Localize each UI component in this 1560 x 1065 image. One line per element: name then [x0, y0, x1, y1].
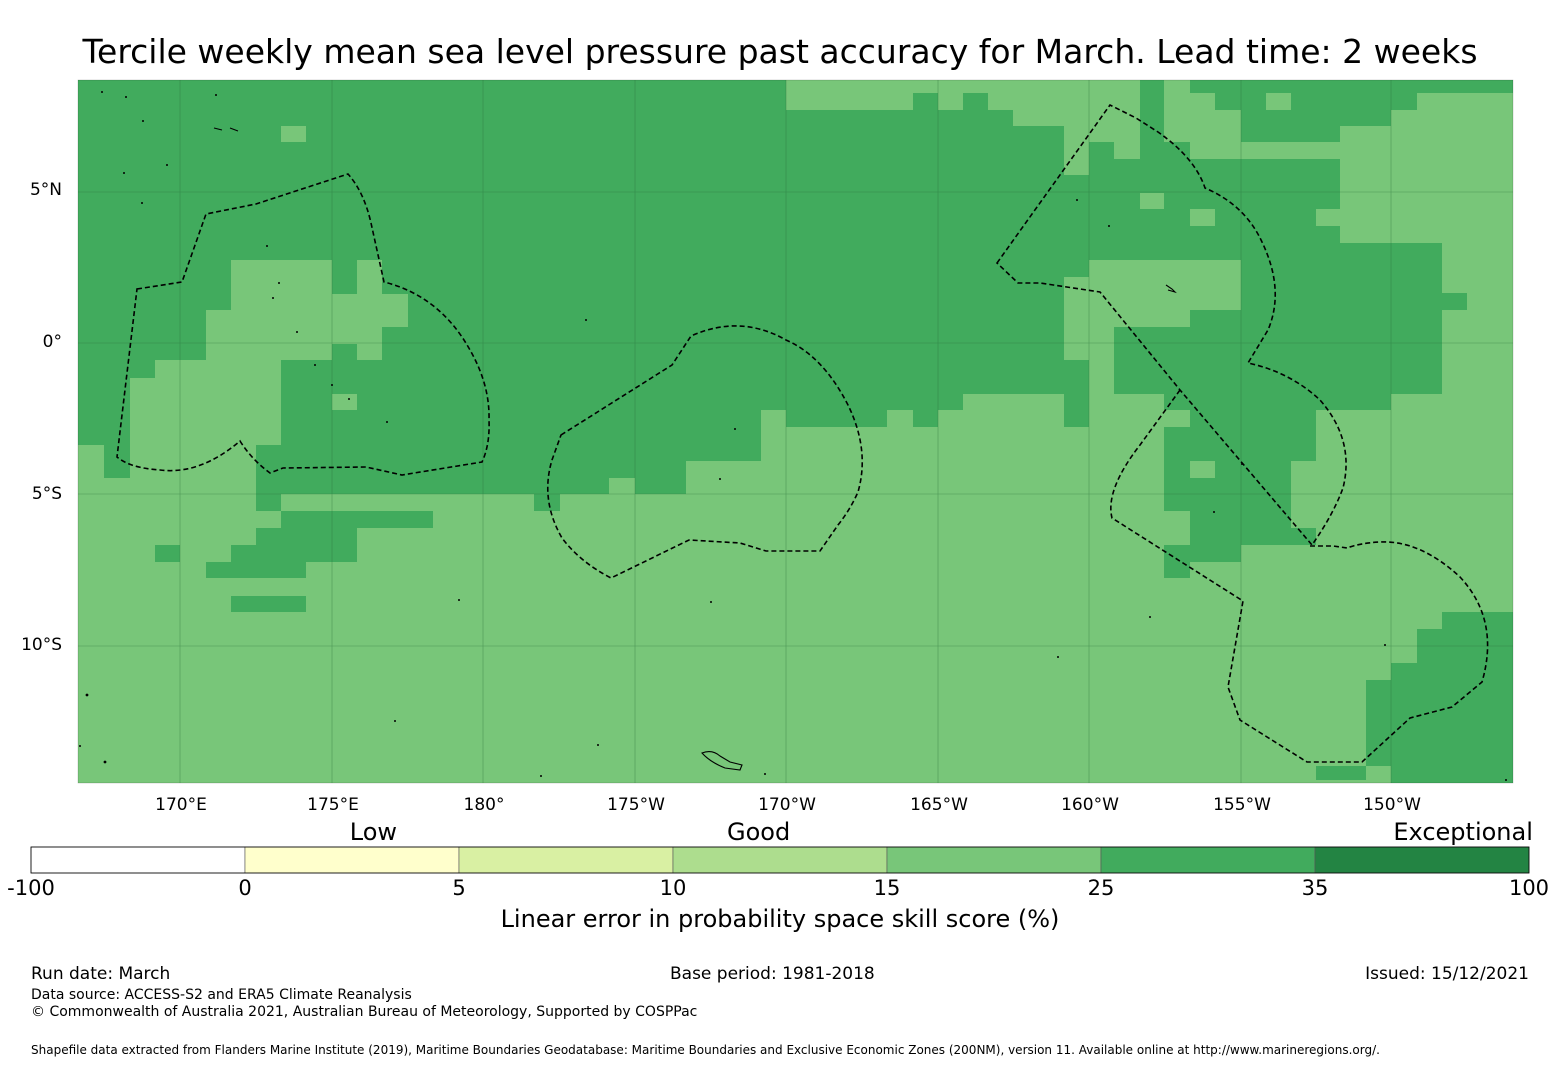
eez-boundary-tuvalu — [116, 173, 490, 476]
skill-region-25-35-southwest — [155, 511, 433, 612]
colorbar-category-low: Low — [349, 818, 398, 846]
colorbar-segment — [1314, 846, 1530, 874]
colorbar-tick: 35 — [1301, 876, 1329, 900]
eez-boundary-kiribati — [995, 103, 1347, 547]
skill-region-25-35-southeast — [1316, 612, 1513, 783]
colorbar-frame — [30, 846, 1530, 874]
lon-label-170w: 170°W — [758, 795, 816, 815]
colorbar-segment — [30, 846, 246, 874]
island-samoa — [701, 750, 743, 771]
eez-boundary-phoenix — [1110, 389, 1489, 763]
colorbar-tick: 25 — [1087, 876, 1115, 900]
skill-region-25-35-main — [78, 80, 1467, 511]
colorbar-tick: 0 — [238, 876, 252, 900]
colorbar — [30, 846, 1530, 874]
chart-title: Tercile weekly mean sea level pressure p… — [82, 32, 1478, 71]
colorbar-segment — [244, 846, 460, 874]
island-group-tuvalu-north — [213, 127, 239, 132]
run-date: Run date: March — [31, 964, 171, 984]
data-source: Data source: ACCESS-S2 and ERA5 Climate … — [31, 987, 412, 1003]
lat-label-5s: 5°S — [31, 484, 62, 504]
colorbar-segment — [458, 846, 674, 874]
shapefile-attribution: Shapefile data extracted from Flanders M… — [31, 1043, 1380, 1057]
issued-date: Issued: 15/12/2021 — [1365, 964, 1529, 984]
colorbar-segment — [886, 846, 1102, 874]
lat-label-10s: 10°S — [21, 635, 62, 655]
lon-label-170e: 170°E — [155, 795, 207, 815]
lon-label-180: 180° — [463, 795, 505, 815]
lon-label-160w: 160°W — [1061, 795, 1119, 815]
lon-label-150w: 150°W — [1363, 795, 1421, 815]
colorbar-tick: 5 — [452, 876, 466, 900]
lon-label-175w: 175°W — [607, 795, 665, 815]
lat-label-0: 0° — [42, 332, 62, 352]
colorbar-tick: 15 — [873, 876, 901, 900]
colorbar-label: Linear error in probability space skill … — [500, 905, 1060, 933]
lat-label-5n: 5°N — [29, 180, 62, 200]
lon-label-155w: 155°W — [1213, 795, 1271, 815]
island-christmas — [1165, 284, 1177, 294]
colorbar-tick: -100 — [7, 876, 55, 900]
lon-label-165w: 165°W — [910, 795, 968, 815]
copyright: © Commonwealth of Australia 2021, Austra… — [31, 1004, 698, 1020]
colorbar-segment — [672, 846, 888, 874]
colorbar-category-good: Good — [726, 818, 791, 846]
colorbar-category-exceptional: Exceptional — [1393, 818, 1533, 846]
colorbar-tick: 100 — [1508, 876, 1550, 900]
base-period: Base period: 1981-2018 — [670, 964, 875, 984]
colorbar-segment — [1100, 846, 1316, 874]
colorbar-tick: 10 — [659, 876, 687, 900]
lon-label-175e: 175°E — [307, 795, 359, 815]
